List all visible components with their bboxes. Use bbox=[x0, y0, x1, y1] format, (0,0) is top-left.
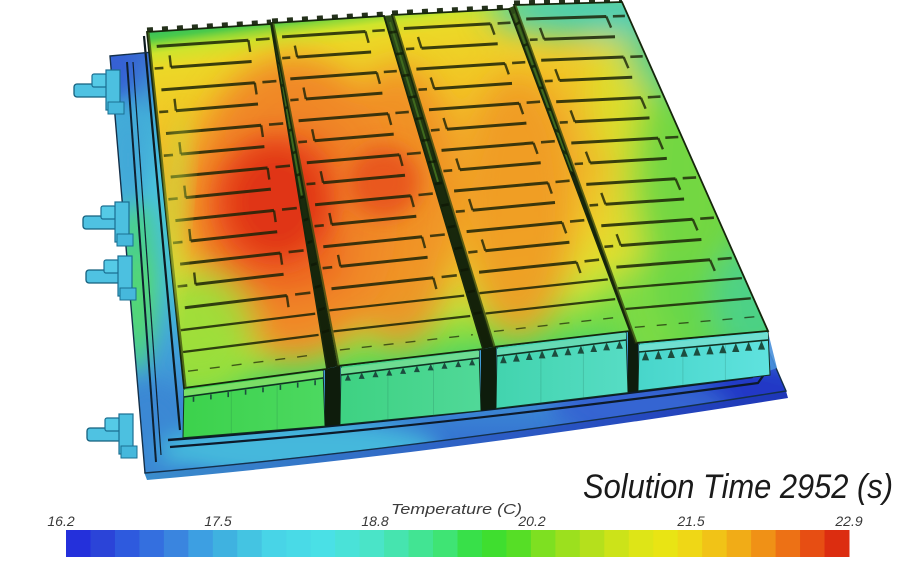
svg-text:17.5: 17.5 bbox=[204, 513, 231, 529]
svg-text:21.5: 21.5 bbox=[676, 513, 704, 529]
svg-text:16.2: 16.2 bbox=[47, 513, 74, 529]
svg-text:20.2: 20.2 bbox=[517, 513, 545, 529]
svg-text:18.8: 18.8 bbox=[361, 513, 388, 529]
svg-text:Solution Time 2952 (s): Solution Time 2952 (s) bbox=[583, 468, 893, 506]
svg-text:Temperature (C): Temperature (C) bbox=[391, 502, 522, 518]
svg-text:22.9: 22.9 bbox=[834, 513, 862, 529]
